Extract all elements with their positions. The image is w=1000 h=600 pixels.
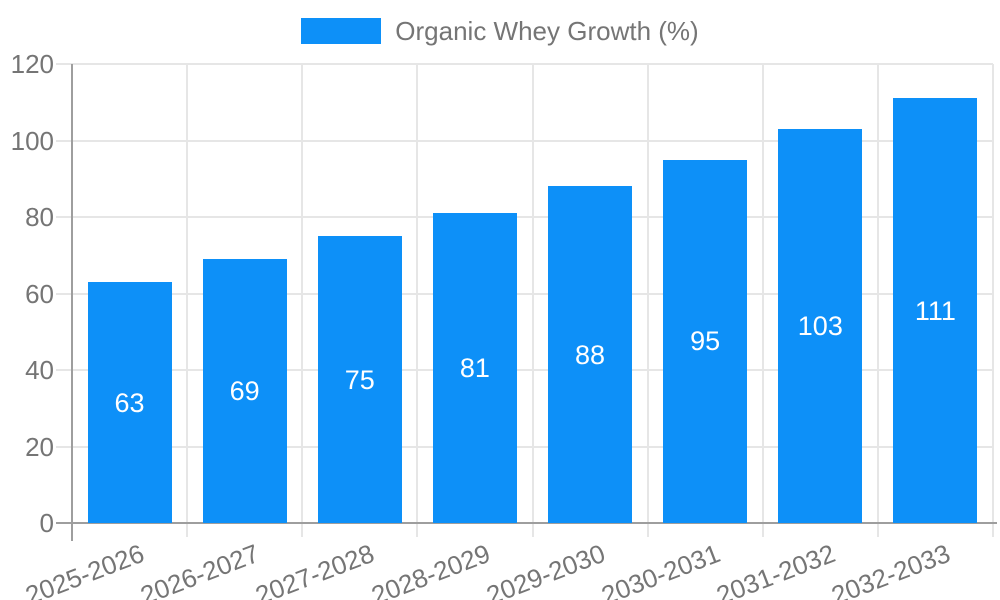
legend-swatch-icon — [301, 18, 382, 44]
x-axis-tick — [186, 523, 189, 537]
gridline-x — [186, 64, 189, 523]
bar-value-label: 63 — [114, 387, 145, 418]
gridline-y — [56, 216, 993, 218]
y-axis-tick-label: 0 — [39, 508, 54, 538]
legend-label: Organic Whey Growth (%) — [395, 16, 699, 46]
bar[interactable] — [663, 159, 748, 523]
bar-value-label: 111 — [914, 295, 956, 326]
gridline-x — [646, 64, 649, 523]
bar[interactable] — [548, 186, 633, 523]
gridline-x — [416, 64, 419, 523]
gridline-x — [876, 64, 879, 523]
gridline-x — [992, 64, 994, 523]
bar-value-label: 103 — [797, 311, 843, 341]
x-axis-tick — [761, 523, 764, 537]
y-axis-line — [71, 64, 73, 541]
bar-value-label: 95 — [690, 326, 721, 357]
bar[interactable] — [778, 129, 863, 523]
y-axis-tick-label: 120 — [10, 49, 54, 79]
gridline-y — [56, 139, 993, 142]
x-axis-category-label-text: 2027-2028 — [251, 538, 379, 600]
bar-value-label: 69 — [229, 376, 260, 407]
x-axis-tick — [876, 523, 879, 537]
bar[interactable] — [87, 282, 172, 523]
bar[interactable] — [317, 236, 402, 523]
y-axis-tick-label: 100 — [10, 125, 54, 156]
bar-value-label: 81 — [459, 353, 490, 384]
x-axis-line — [56, 522, 997, 524]
bar[interactable] — [432, 213, 517, 523]
gridline-x — [301, 64, 304, 523]
bar[interactable] — [893, 98, 978, 523]
x-axis-category-label-text: 2029-2030 — [481, 538, 609, 600]
x-axis-category-label-text: 2026-2027 — [136, 538, 264, 600]
legend[interactable]: Organic Whey Growth (%) — [0, 18, 1000, 44]
x-axis-category-label-text: 2032-2033 — [827, 538, 955, 600]
bar-value-label: 88 — [575, 339, 606, 370]
x-axis-category-label-text: 2025-2026 — [21, 538, 149, 600]
y-axis-tick-label: 60 — [25, 278, 54, 309]
gridline-y — [56, 445, 993, 448]
gridline-y — [56, 63, 993, 65]
bar[interactable] — [202, 259, 287, 523]
x-axis-tick — [531, 523, 534, 537]
y-axis-tick-label: 80 — [25, 202, 54, 232]
x-axis-category-label-text: 2030-2031 — [597, 538, 724, 600]
gridline-y — [56, 369, 993, 371]
x-axis-category-label-text: 2031-2032 — [712, 538, 840, 600]
y-axis-tick-label: 20 — [25, 431, 54, 462]
gridline-x — [531, 64, 534, 523]
gridline-x — [761, 64, 764, 523]
gridline-y — [56, 292, 993, 295]
bar-value-label: 75 — [344, 364, 375, 395]
x-axis-tick — [416, 523, 419, 537]
x-axis-tick — [301, 523, 304, 537]
x-axis-tick — [646, 523, 649, 537]
y-axis-tick-label: 40 — [25, 355, 54, 385]
x-axis-category-label-text: 2028-2029 — [366, 538, 494, 600]
x-axis-tick — [992, 523, 994, 537]
